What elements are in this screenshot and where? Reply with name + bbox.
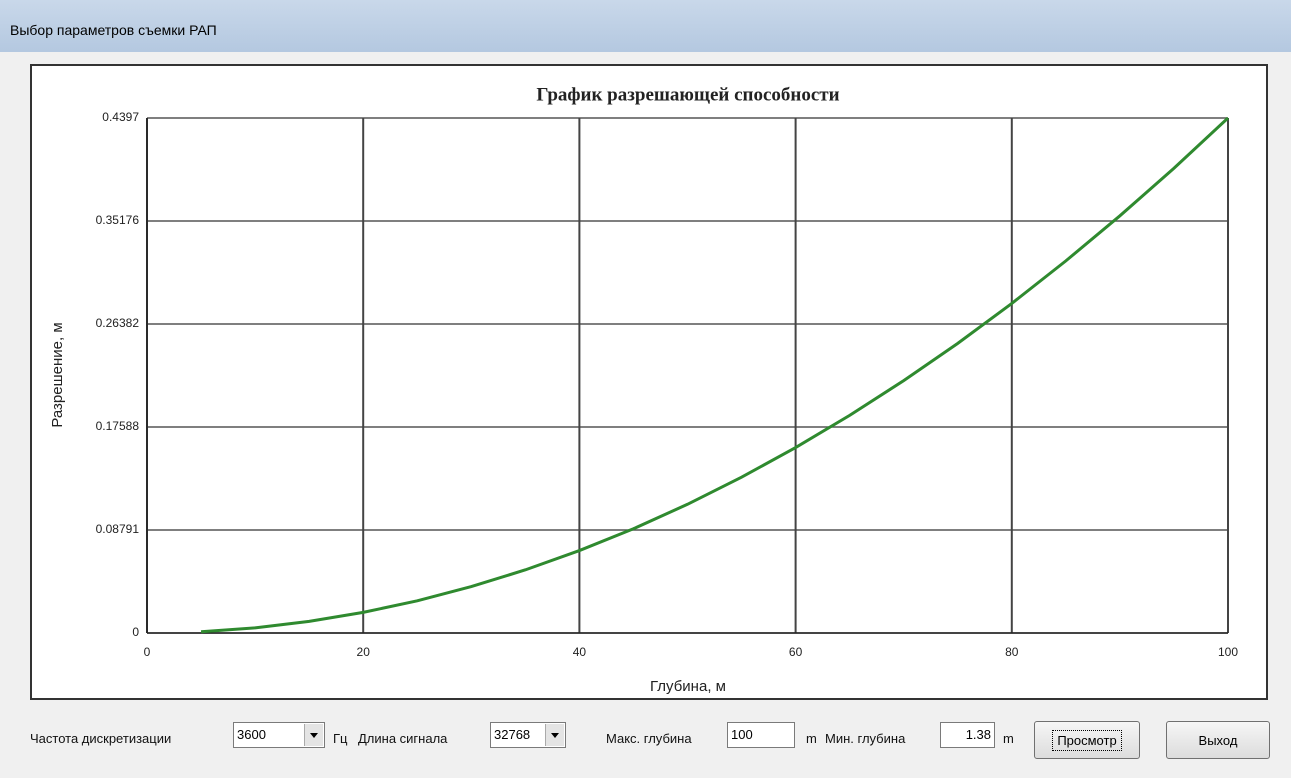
max-depth-unit: m	[806, 731, 817, 746]
title-bar: Выбор параметров съемки РАП	[0, 0, 1291, 52]
x-tick-label: 0	[144, 645, 151, 659]
sample-rate-combo[interactable]: 3600	[233, 722, 325, 748]
signal-length-label: Длина сигнала	[358, 731, 448, 746]
dropdown-arrow[interactable]	[545, 724, 564, 746]
min-depth-input[interactable]: 1.38	[940, 722, 995, 748]
y-tick-label: 0.08791	[96, 522, 140, 536]
min-depth-label: Мин. глубина	[825, 731, 906, 746]
y-axis-label: Разрешение, м	[49, 322, 66, 427]
y-tick-label: 0.17588	[96, 419, 140, 433]
chart-title: График разрешающей способности	[536, 84, 839, 105]
sample-rate-label: Частота дискретизации	[30, 731, 172, 746]
x-tick-label: 40	[573, 645, 587, 659]
max-depth-input[interactable]: 100	[727, 722, 795, 748]
x-tick-label: 60	[789, 645, 803, 659]
sample-rate-unit: Гц	[333, 731, 348, 746]
max-depth-label: Макс. глубина	[606, 731, 692, 746]
data-line	[200, 116, 1230, 634]
x-axis-label: Глубина, м	[650, 678, 726, 695]
sample-rate-value: 3600	[237, 727, 266, 742]
signal-length-value: 32768	[494, 727, 531, 742]
preview-button[interactable]: Просмотр	[1034, 721, 1140, 759]
exit-button-text: Выход	[1198, 732, 1238, 748]
x-tick-label: 100	[1218, 645, 1238, 659]
min-depth-unit: m	[1003, 731, 1014, 746]
signal-length-combo[interactable]: 32768	[490, 722, 566, 748]
x-tick-label: 80	[1005, 645, 1019, 659]
exit-button[interactable]: Выход	[1166, 721, 1270, 759]
dropdown-arrow[interactable]	[304, 724, 323, 746]
y-tick-label: 0.35176	[96, 213, 140, 227]
chart-panel	[30, 64, 1268, 700]
window-title: Выбор параметров съемки РАП	[10, 22, 217, 38]
max-depth-value: 100	[731, 727, 753, 742]
preview-button-text: Просмотр	[1052, 729, 1122, 751]
x-tick-label: 20	[357, 645, 371, 659]
y-tick-label: 0.4397	[102, 110, 139, 124]
y-tick-label: 0	[132, 625, 139, 639]
y-tick-label: 0.26382	[96, 316, 140, 330]
min-depth-value: 1.38	[965, 727, 991, 742]
